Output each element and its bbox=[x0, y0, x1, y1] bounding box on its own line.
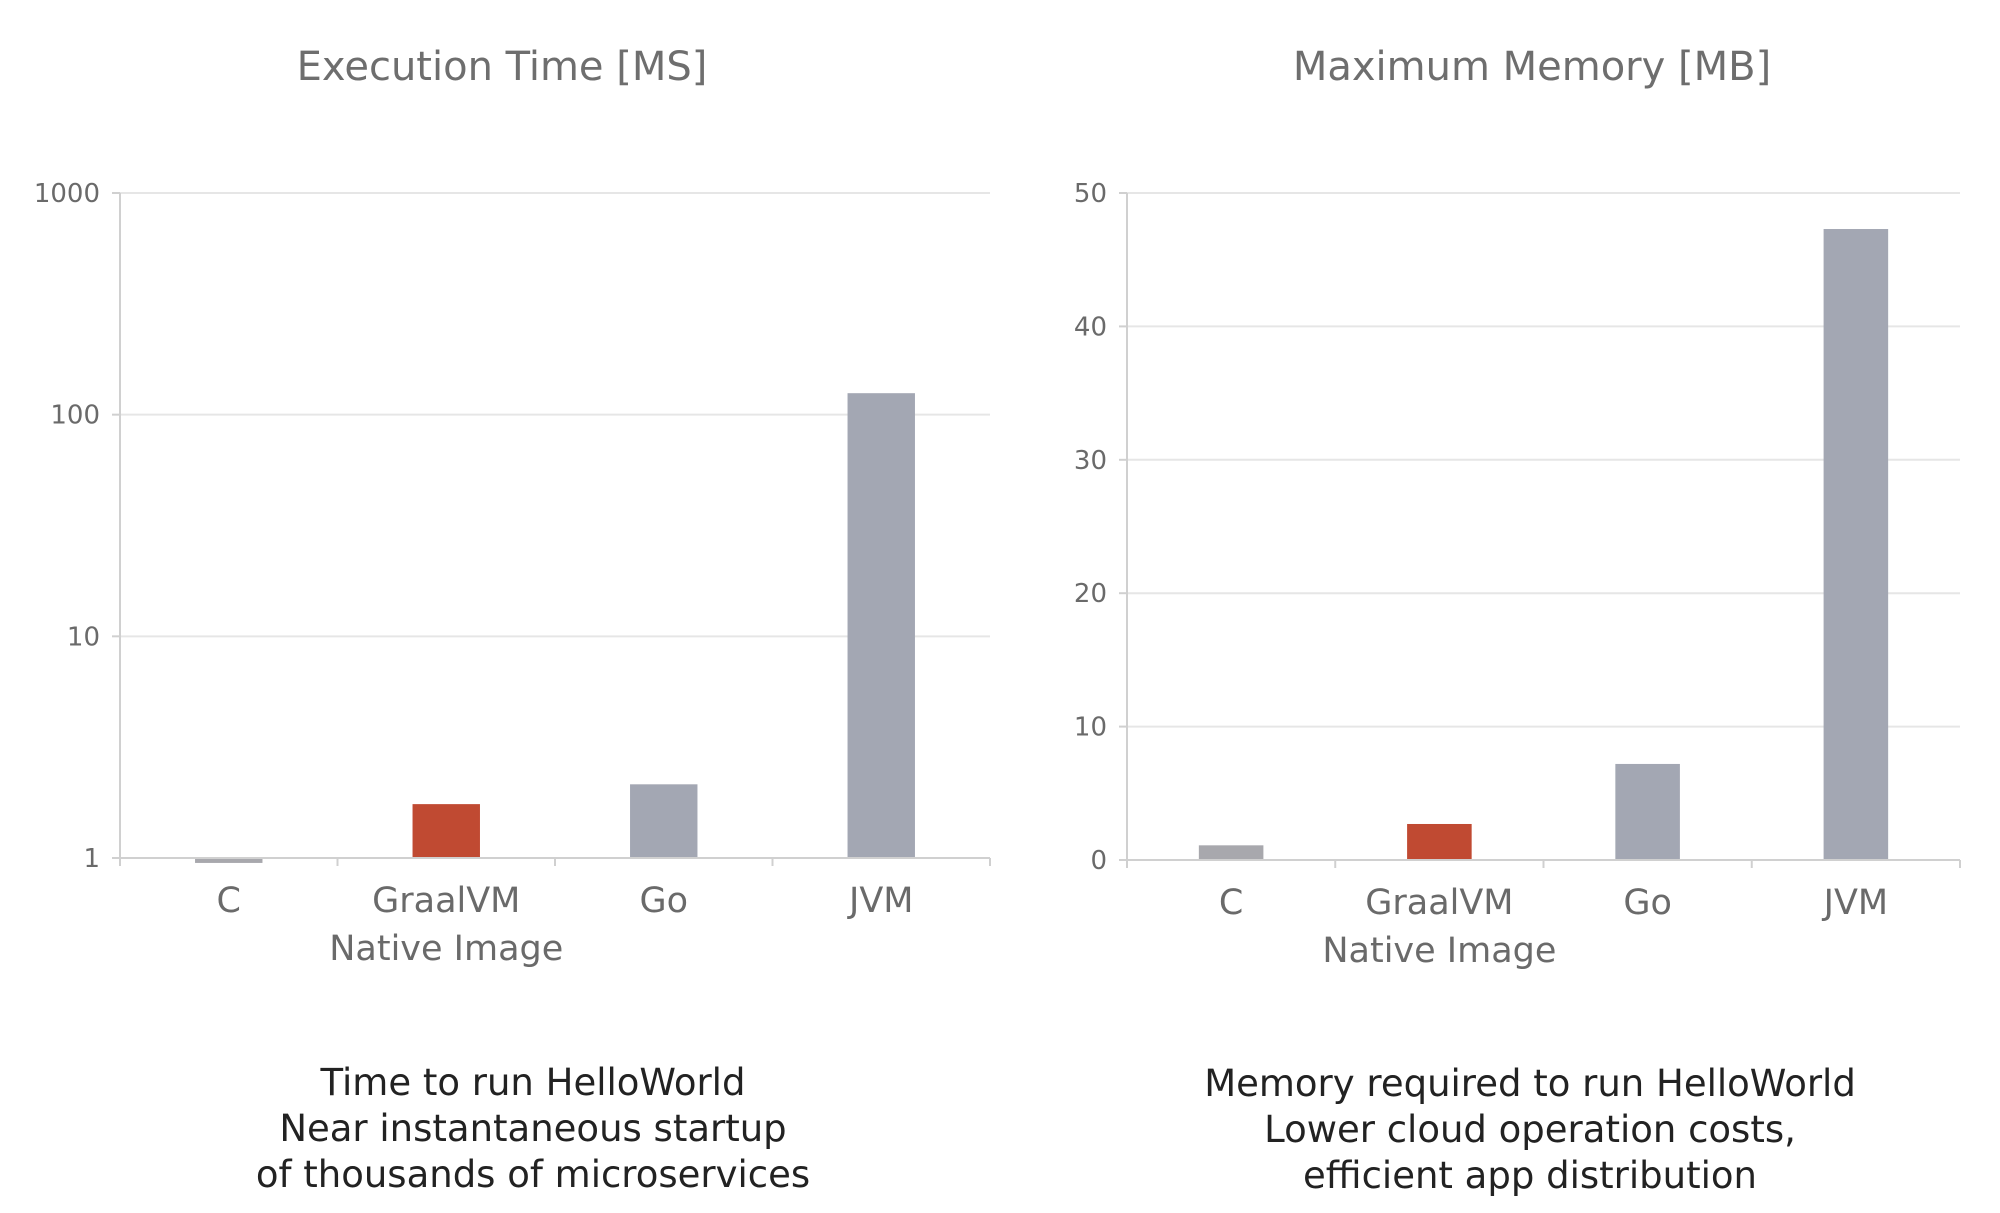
bar-c bbox=[195, 858, 263, 863]
y-tick-label: 10 bbox=[67, 622, 100, 652]
y-tick-label: 30 bbox=[1074, 446, 1107, 476]
bar-go bbox=[1615, 763, 1680, 860]
bar-jvm bbox=[847, 393, 915, 858]
bar-go bbox=[630, 784, 698, 858]
caption-line: Time to run HelloWorld bbox=[320, 1061, 746, 1104]
y-tick-label: 1 bbox=[83, 844, 100, 874]
x-category-label: C bbox=[217, 881, 241, 921]
bar-graalvm bbox=[1407, 823, 1472, 860]
maximum-memory-chart: Maximum Memory [MB] 0 10 20 30 40 50 C GraalVM Na… bbox=[1074, 44, 1961, 1197]
bar-graalvm bbox=[412, 804, 480, 858]
bar-c bbox=[1198, 845, 1264, 860]
y-tick-label: 100 bbox=[50, 401, 100, 431]
y-tick-label: 50 bbox=[1074, 179, 1107, 209]
x-category-label: Native Image bbox=[329, 929, 563, 969]
y-tick-label: 0 bbox=[1090, 846, 1107, 876]
x-category-label: C bbox=[1219, 883, 1243, 923]
x-category-label: JVM bbox=[1822, 883, 1888, 923]
bar-jvm bbox=[1823, 229, 1889, 860]
x-category-label: Go bbox=[1623, 883, 1672, 923]
y-tick-label: 1000 bbox=[34, 179, 100, 209]
y-tick-label: 20 bbox=[1074, 579, 1107, 609]
x-category-label: Go bbox=[639, 881, 688, 921]
x-category-label: GraalVM bbox=[1365, 883, 1513, 923]
x-category-label: Native Image bbox=[1322, 931, 1556, 971]
caption-line: of thousands of microservices bbox=[256, 1153, 810, 1196]
x-category-label: JVM bbox=[847, 881, 913, 921]
x-category-label: GraalVM bbox=[372, 881, 520, 921]
caption-line: Lower cloud operation costs, bbox=[1264, 1108, 1796, 1151]
execution-time-chart: Execution Time [MS] 1 10 100 1000 C GraalVM Nat… bbox=[34, 44, 991, 1196]
chart-title: Maximum Memory [MB] bbox=[1293, 44, 1771, 90]
caption-line: Memory required to run HelloWorld bbox=[1204, 1062, 1856, 1105]
caption-line: Near instantaneous startup bbox=[279, 1107, 786, 1150]
caption-line: efficient app distribution bbox=[1303, 1154, 1757, 1197]
y-tick-label: 40 bbox=[1074, 312, 1107, 342]
y-tick-label: 10 bbox=[1074, 713, 1107, 743]
chart-title: Execution Time [MS] bbox=[297, 44, 708, 90]
